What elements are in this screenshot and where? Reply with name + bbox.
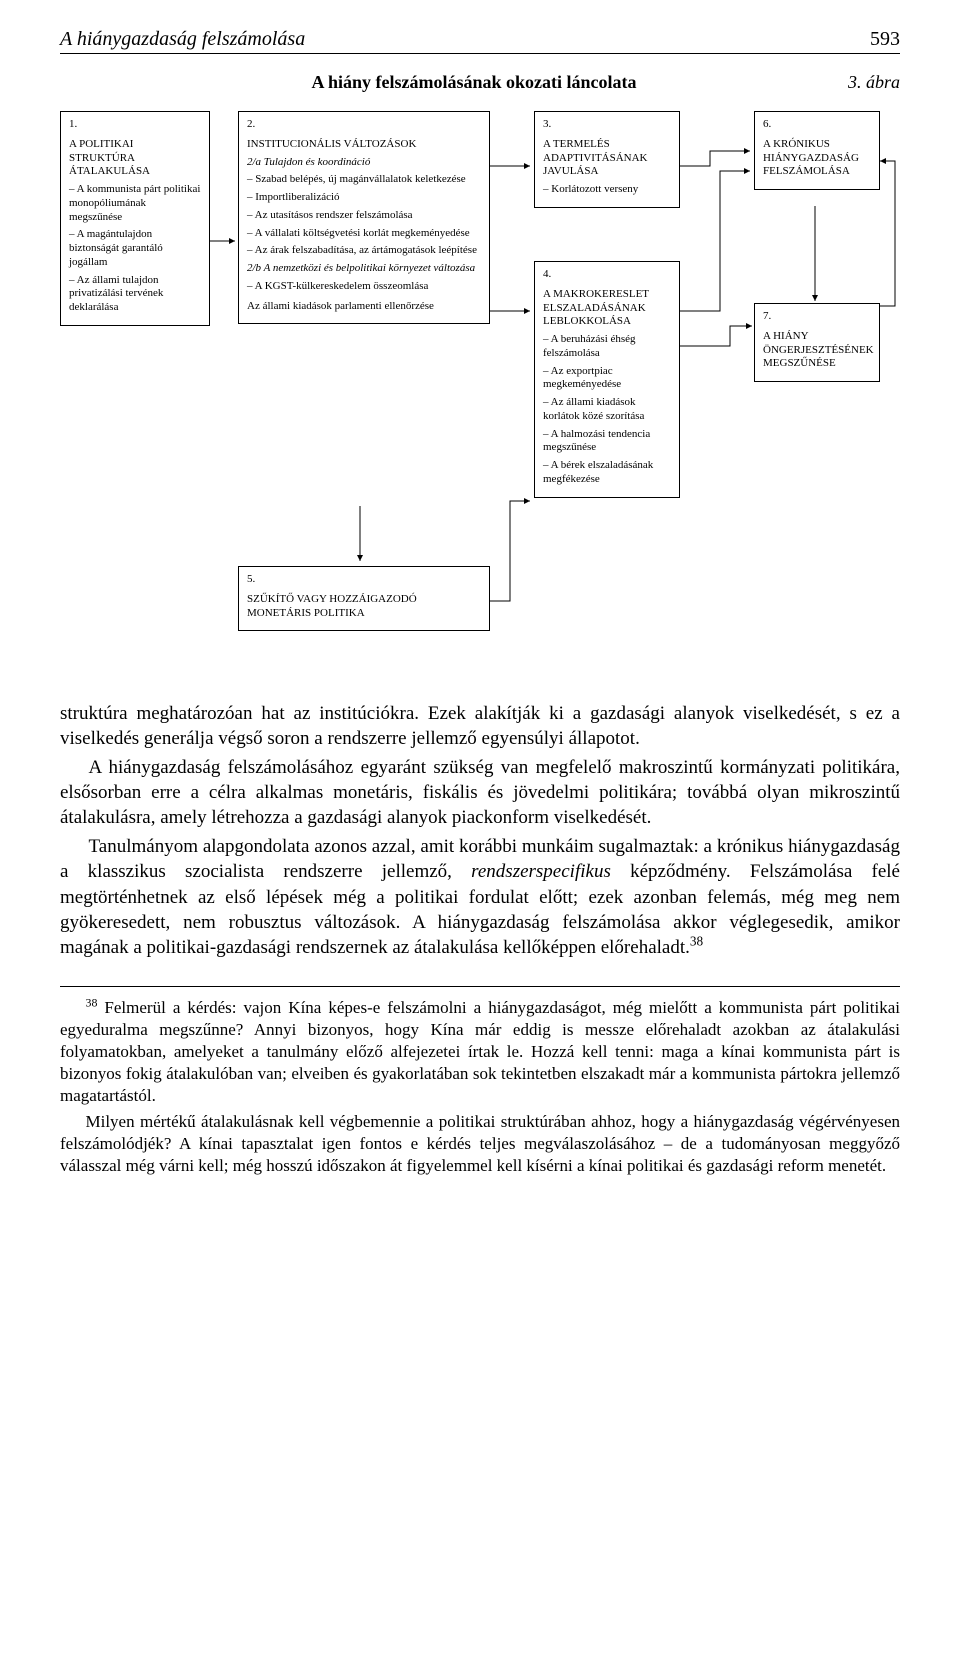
box5-num: 5. <box>247 573 481 587</box>
footnote-38-p1: 38 Felmerül a kérdés: vajon Kína képes-e… <box>60 997 900 1107</box>
para-1: struktúra meghatározóan hat az institúci… <box>60 701 900 751</box>
box-6-chronic-shortage-eliminated: 6. A KRÓNIKUS HIÁNYGAZDASÁG FELSZÁMOLÁSA <box>754 111 880 190</box>
box-1-political-structure: 1. A POLITIKAI STRUKTÚRA ÁTALAKULÁSA – A… <box>60 111 210 326</box>
box2-s1-4: – Az árak felszabadítása, az ártámogatás… <box>247 244 481 258</box>
box3-head: A TERMELÉS ADAPTIVITÁSÁNAK JAVULÁSA <box>543 138 671 179</box>
footnote-ref-38: 38 <box>690 933 703 948</box>
box1-line2: – Az állami tulajdon privatizálási tervé… <box>69 274 201 315</box>
figure-title: A hiány felszámolásának okozati láncolat… <box>120 72 828 93</box>
box1-line1: – A magántulajdon biztonságát garantáló … <box>69 228 201 269</box>
box2-s2-0: – A KGST-külkereskedelem összeomlása <box>247 280 481 294</box>
box6-num: 6. <box>763 118 871 132</box>
box7-head: A HIÁNY ÖNGERJESZTÉSÉNEK MEGSZŰNÉSE <box>763 330 871 371</box>
figure-title-row: A hiány felszámolásának okozati láncolat… <box>60 72 900 93</box>
box-4-macro-demand-block: 4. A MAKROKERESLET ELSZALADÁSÁNAK LEBLOK… <box>534 261 680 498</box>
para-2: A hiánygazdaság felszámolásához egyaránt… <box>60 755 900 830</box>
box4-line4: – A bérek elszaladásának megfékezése <box>543 459 671 487</box>
box1-num: 1. <box>69 118 201 132</box>
box4-line2: – Az állami kiadások korlátok közé szorí… <box>543 396 671 424</box>
box2-head: INSTITUCIONÁLIS VÁLTOZÁSOK <box>247 138 481 152</box>
box-2-institutional-changes: 2. INSTITUCIONÁLIS VÁLTOZÁSOK 2/a Tulajd… <box>238 111 490 324</box>
box2-s1-2: – Az utasításos rendszer felszámolása <box>247 209 481 223</box>
causal-chain-diagram: 1. A POLITIKAI STRUKTÚRA ÁTALAKULÁSA – A… <box>60 111 900 671</box>
box4-line3: – A halmozási tendencia megszűnése <box>543 428 671 456</box>
footnote-separator <box>60 986 900 987</box>
box2-s1-1: – Importliberalizáció <box>247 191 481 205</box>
box4-line0: – A beruházási éhség felszámolása <box>543 333 671 361</box>
body-text: struktúra meghatározóan hat az institúci… <box>60 701 900 960</box>
box6-head: A KRÓNIKUS HIÁNYGAZDASÁG FELSZÁMOLÁSA <box>763 138 871 179</box>
box2-s1-3: – A vállalati költségvetési korlát megke… <box>247 227 481 241</box>
running-title: A hiánygazdaság felszámolása <box>60 28 305 51</box>
box2-tail: Az állami kiadások parlamenti ellenőrzés… <box>247 300 481 314</box>
box3-line0: – Korlátozott verseny <box>543 183 671 197</box>
box3-num: 3. <box>543 118 671 132</box>
box-7-self-reinforcement-stops: 7. A HIÁNY ÖNGERJESZTÉSÉNEK MEGSZŰNÉSE <box>754 303 880 382</box>
para-3-ital: rendszerspecifikus <box>471 861 611 882</box>
footnote-38-p2: Milyen mértékű átalakulásnak kell végbem… <box>60 1111 900 1177</box>
figure-number: 3. ábra <box>848 72 900 93</box>
running-head: A hiánygazdaság felszámolása 593 <box>60 28 900 54</box>
box4-num: 4. <box>543 268 671 282</box>
box1-line0: – A kommunista párt politikai monopólium… <box>69 183 201 224</box>
box7-num: 7. <box>763 310 871 324</box>
box2-num: 2. <box>247 118 481 132</box>
page-number: 593 <box>870 28 900 51</box>
box1-head: A POLITIKAI STRUKTÚRA ÁTALAKULÁSA <box>69 138 201 179</box>
box-3-production-adaptivity: 3. A TERMELÉS ADAPTIVITÁSÁNAK JAVULÁSA –… <box>534 111 680 208</box>
box4-line1: – Az exportpiac megkeményedése <box>543 365 671 393</box>
footnote-mark-38: 38 <box>86 995 98 1009</box>
footnote-38-text1: Felmerül a kérdés: vajon Kína képes-e fe… <box>60 998 900 1105</box>
footnotes: 38 Felmerül a kérdés: vajon Kína képes-e… <box>60 997 900 1178</box>
para-3: Tanulmányom alapgondolata azonos azzal, … <box>60 834 900 959</box>
box5-head: SZŰKÍTŐ VAGY HOZZÁIGAZODÓ MONETÁRIS POLI… <box>247 593 481 621</box>
box-5-monetary-policy: 5. SZŰKÍTŐ VAGY HOZZÁIGAZODÓ MONETÁRIS P… <box>238 566 490 631</box>
box2-sub1-label: 2/a Tulajdon és koordináció <box>247 156 481 170</box>
box4-head: A MAKROKERESLET ELSZALADÁSÁNAK LEBLOKKOL… <box>543 288 671 329</box>
box2-sub2-label: 2/b A nemzetközi és belpolitikai környez… <box>247 262 481 276</box>
box2-s1-0: – Szabad belépés, új magánvállalatok kel… <box>247 173 481 187</box>
